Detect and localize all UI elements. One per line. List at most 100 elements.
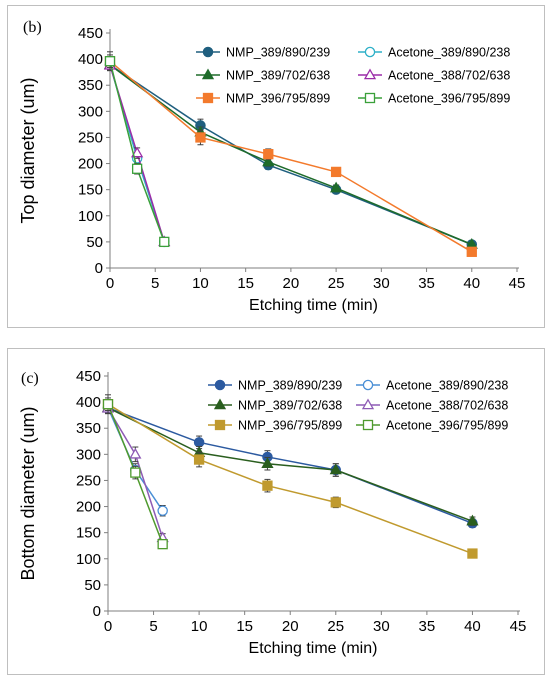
y-axis-title: Bottom diameter (um)	[18, 406, 38, 580]
x-tick-label: 25	[328, 275, 345, 292]
x-tick-label: 30	[373, 618, 390, 635]
data-point	[129, 447, 142, 459]
legend-marker	[361, 398, 375, 410]
data-point	[193, 437, 205, 448]
data-point	[262, 155, 275, 167]
legend-item: Acetone_389/890/238	[356, 379, 508, 393]
legend-item: Acetone_389/890/238	[358, 46, 510, 60]
x-tick-label: 25	[327, 618, 344, 635]
y-tick-label: 100	[76, 551, 101, 568]
legend-item: Acetone_396/795/899	[358, 92, 510, 106]
legend-label: Acetone_389/890/238	[386, 379, 508, 393]
data-point	[130, 467, 141, 478]
y-tick-label: 300	[78, 103, 103, 120]
y-tick-label: 450	[76, 368, 101, 385]
legend-label: Acetone_389/890/238	[388, 46, 510, 60]
x-tick-label: 10	[192, 275, 209, 292]
y-tick-label: 200	[78, 156, 103, 173]
x-tick-label: 20	[283, 275, 300, 292]
legend-label: NMP_389/702/638	[238, 399, 342, 413]
legend-label: NMP_396/795/899	[226, 92, 330, 106]
x-tick-label: 40	[464, 618, 481, 635]
legend-marker	[364, 92, 376, 104]
x-tick-label: 45	[510, 618, 527, 635]
data-point	[104, 56, 116, 67]
x-tick-label: 35	[419, 618, 436, 635]
series-0	[104, 59, 478, 250]
legend-item: NMP_389/890/239	[208, 379, 342, 393]
data-point	[329, 181, 343, 193]
x-tick-label: 0	[106, 275, 114, 292]
data-point	[131, 146, 144, 158]
data-point	[261, 457, 274, 468]
y-tick-label: 250	[78, 129, 103, 146]
y-tick-label: 150	[76, 525, 101, 542]
data-point	[466, 246, 477, 257]
y-axis-title: Top diameter (um)	[18, 77, 38, 223]
x-tick-label: 15	[237, 275, 254, 292]
legend-label: Acetone_388/702/638	[388, 69, 510, 83]
legend-item: Acetone_388/702/638	[356, 398, 508, 413]
x-tick-label: 10	[191, 618, 208, 635]
data-point	[159, 236, 170, 248]
legend-item: NMP_396/795/899	[208, 419, 342, 433]
legend-marker	[213, 398, 227, 410]
legend-label: Acetone_396/795/899	[386, 419, 508, 433]
legend-marker	[214, 419, 226, 431]
series-2	[103, 58, 478, 249]
data-point	[466, 514, 479, 526]
y-tick-label: 200	[76, 499, 101, 516]
data-point	[157, 539, 168, 550]
x-tick-label: 0	[104, 618, 112, 635]
legend-item: Acetone_388/702/638	[358, 68, 510, 83]
series-3	[103, 58, 171, 247]
legend-marker	[202, 92, 214, 104]
y-tick-label: 0	[95, 260, 103, 277]
y-tick-label: 450	[78, 25, 103, 42]
legend-marker	[202, 46, 214, 58]
chart-panel-b: (b) 0 50 100 150 200 250 300 350 400 450 0 5 10 15 20 25…	[7, 5, 545, 328]
data-point	[157, 505, 168, 516]
x-tick-label: 40	[463, 275, 480, 292]
top-diameter-chart: (b) 0 50 100 150 200 250 300 350 400 450 0 5 10 15 20 25…	[18, 19, 526, 314]
x-tick-label: 35	[418, 275, 435, 292]
data-point	[330, 497, 341, 508]
x-tick-label: 20	[282, 618, 299, 635]
chart-panel-c: (c) 0 50 100 150 200 250 300 350 400 450 0 5 10 15 20 25…	[7, 348, 545, 675]
data-point	[102, 399, 114, 410]
x-axis-title: Etching time (min)	[249, 640, 378, 657]
legend-item: NMP_396/795/899	[196, 92, 330, 106]
y-tick-label: 400	[76, 394, 101, 411]
y-tick-label: 300	[76, 446, 101, 463]
data-point	[131, 163, 143, 174]
legend-marker	[362, 419, 374, 431]
y-tick-label: 0	[93, 603, 101, 620]
x-tick-label: 5	[149, 618, 157, 635]
legend-item: NMP_389/890/239	[196, 46, 330, 60]
legend-marker	[363, 68, 377, 80]
legend-label: Acetone_396/795/899	[388, 92, 510, 106]
y-tick-label: 50	[86, 234, 103, 251]
legend-marker	[214, 379, 226, 391]
legend-label: Acetone_388/702/638	[386, 399, 508, 413]
x-tick-label: 15	[236, 618, 253, 635]
bottom-diameter-chart: (c) 0 50 100 150 200 250 300 350 400 450 0 5 10 15 20 25…	[18, 368, 527, 657]
legend-item: NMP_389/702/638	[196, 68, 330, 83]
legend-label: NMP_389/890/239	[226, 46, 330, 60]
legend-marker	[201, 68, 215, 80]
x-tick-label: 45	[509, 275, 526, 292]
data-point	[329, 463, 342, 475]
data-point	[262, 480, 273, 491]
y-tick-label: 350	[78, 77, 103, 94]
legend-marker	[362, 379, 374, 391]
legend-marker	[364, 46, 376, 58]
panel-label: (c)	[21, 370, 39, 387]
y-tick-label: 100	[78, 208, 103, 225]
data-point	[193, 454, 205, 465]
panel-label: (b)	[23, 19, 42, 36]
y-tick-label: 350	[76, 420, 101, 437]
x-tick-label: 30	[373, 275, 390, 292]
series-5	[104, 54, 170, 248]
legend-label: NMP_389/702/638	[226, 69, 330, 83]
y-tick-label: 50	[84, 577, 101, 594]
